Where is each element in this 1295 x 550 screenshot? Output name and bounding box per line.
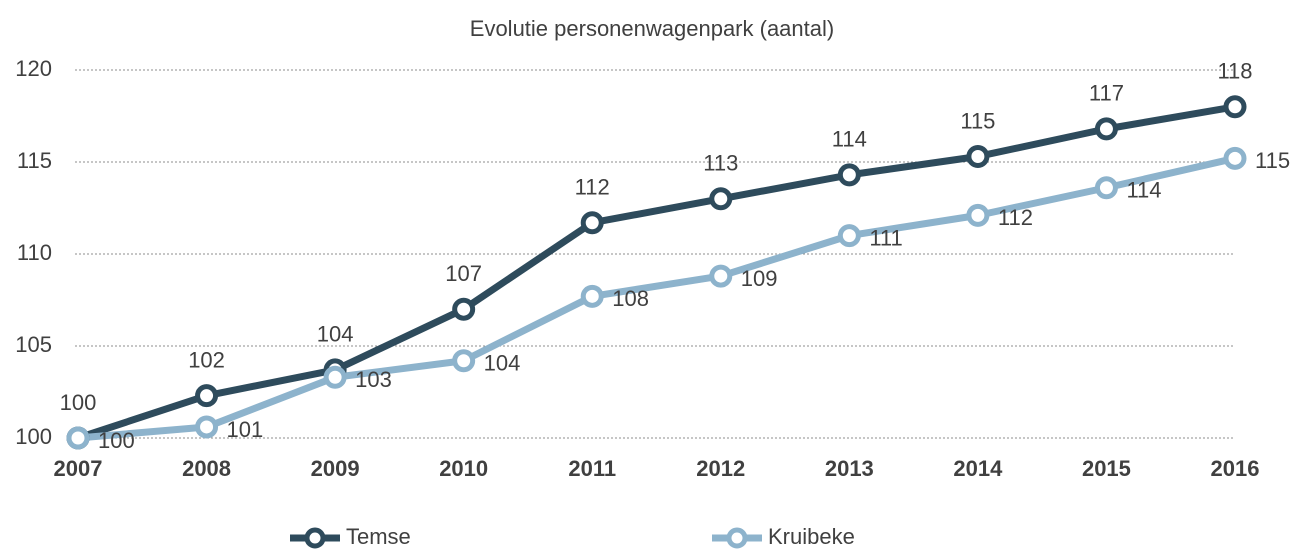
data-label: 107	[445, 261, 482, 286]
series-line	[77, 154, 1236, 442]
series-line	[76, 103, 1236, 442]
point-marker	[966, 144, 990, 168]
data-label: 104	[484, 351, 521, 376]
y-tick-label: 105	[15, 332, 52, 357]
x-tick-label: 2015	[1082, 456, 1131, 481]
point-marker	[709, 187, 733, 211]
data-label: 112	[998, 205, 1033, 230]
x-tick-label: 2014	[953, 456, 1003, 481]
point-marker	[452, 297, 476, 321]
point-marker	[1223, 146, 1247, 170]
point-marker	[837, 224, 861, 248]
x-tick-label: 2010	[439, 456, 488, 481]
data-label: 114	[832, 127, 867, 152]
point-marker	[195, 384, 219, 408]
point-marker	[966, 203, 990, 227]
chart-title: Evolutie personenwagenpark (aantal)	[470, 16, 834, 41]
point-marker	[1094, 176, 1118, 200]
legend-label: Kruibeke	[768, 524, 855, 549]
data-label: 115	[1255, 148, 1290, 173]
point-marker	[1223, 95, 1247, 119]
point-marker	[323, 365, 347, 389]
data-label: 114	[1126, 178, 1161, 203]
data-label: 108	[612, 286, 649, 311]
data-label: 100	[60, 390, 97, 415]
x-tick-label: 2007	[54, 456, 103, 481]
point-marker	[1094, 117, 1118, 141]
data-label: 118	[1217, 59, 1252, 84]
point-marker	[580, 211, 604, 235]
point-marker	[709, 264, 733, 288]
legend-marker	[726, 527, 748, 549]
x-tick-label: 2016	[1211, 456, 1260, 481]
data-label: 101	[227, 417, 264, 442]
x-tick-label: 2012	[696, 456, 745, 481]
point-marker	[195, 415, 219, 439]
data-label: 100	[98, 428, 135, 453]
point-marker	[837, 163, 861, 187]
data-label: 104	[317, 322, 354, 347]
data-label: 111	[869, 225, 902, 250]
point-marker	[452, 349, 476, 373]
legend-label: Temse	[346, 524, 411, 549]
data-label: 115	[960, 108, 995, 133]
y-tick-label: 100	[15, 424, 52, 449]
x-tick-label: 2011	[568, 456, 616, 481]
data-label: 117	[1089, 81, 1124, 106]
y-tick-label: 115	[17, 148, 52, 173]
y-tick-label: 120	[15, 56, 52, 81]
x-tick-label: 2009	[311, 456, 360, 481]
point-marker	[580, 284, 604, 308]
x-tick-label: 2008	[182, 456, 231, 481]
x-tick-label: 2013	[825, 456, 874, 481]
data-label: 113	[703, 151, 738, 176]
data-label: 109	[741, 266, 778, 291]
data-label: 103	[355, 367, 392, 392]
data-label: 112	[575, 175, 610, 200]
legend-marker	[304, 527, 326, 549]
data-label: 102	[188, 347, 225, 372]
y-tick-label: 110	[17, 240, 52, 265]
point-marker	[66, 426, 90, 450]
